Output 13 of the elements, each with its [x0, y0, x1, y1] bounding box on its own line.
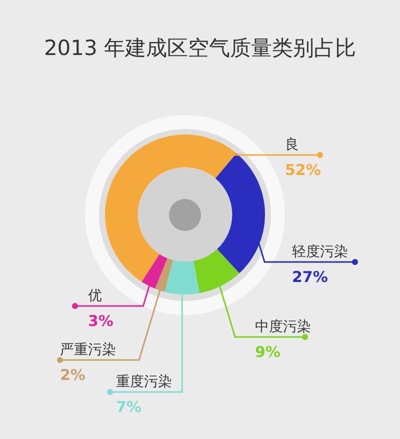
data-label: 7% — [116, 398, 142, 416]
slice-label: 良 — [285, 137, 299, 153]
data-label: 9% — [255, 343, 280, 361]
data-label: 2% — [60, 366, 86, 384]
slice-label: 轻度污染 — [292, 244, 348, 260]
data-label: 27% — [292, 268, 328, 286]
slice-label: 优 — [88, 288, 102, 304]
slice-label: 重度污染 — [116, 374, 172, 390]
slice-label: 严重污染 — [60, 342, 116, 358]
data-label: 52% — [285, 161, 321, 179]
data-label: 3% — [88, 312, 114, 330]
chart-title: 2013 年建成区空气质量类别占比 — [42, 35, 358, 62]
slice-label: 中度污染 — [255, 319, 311, 335]
